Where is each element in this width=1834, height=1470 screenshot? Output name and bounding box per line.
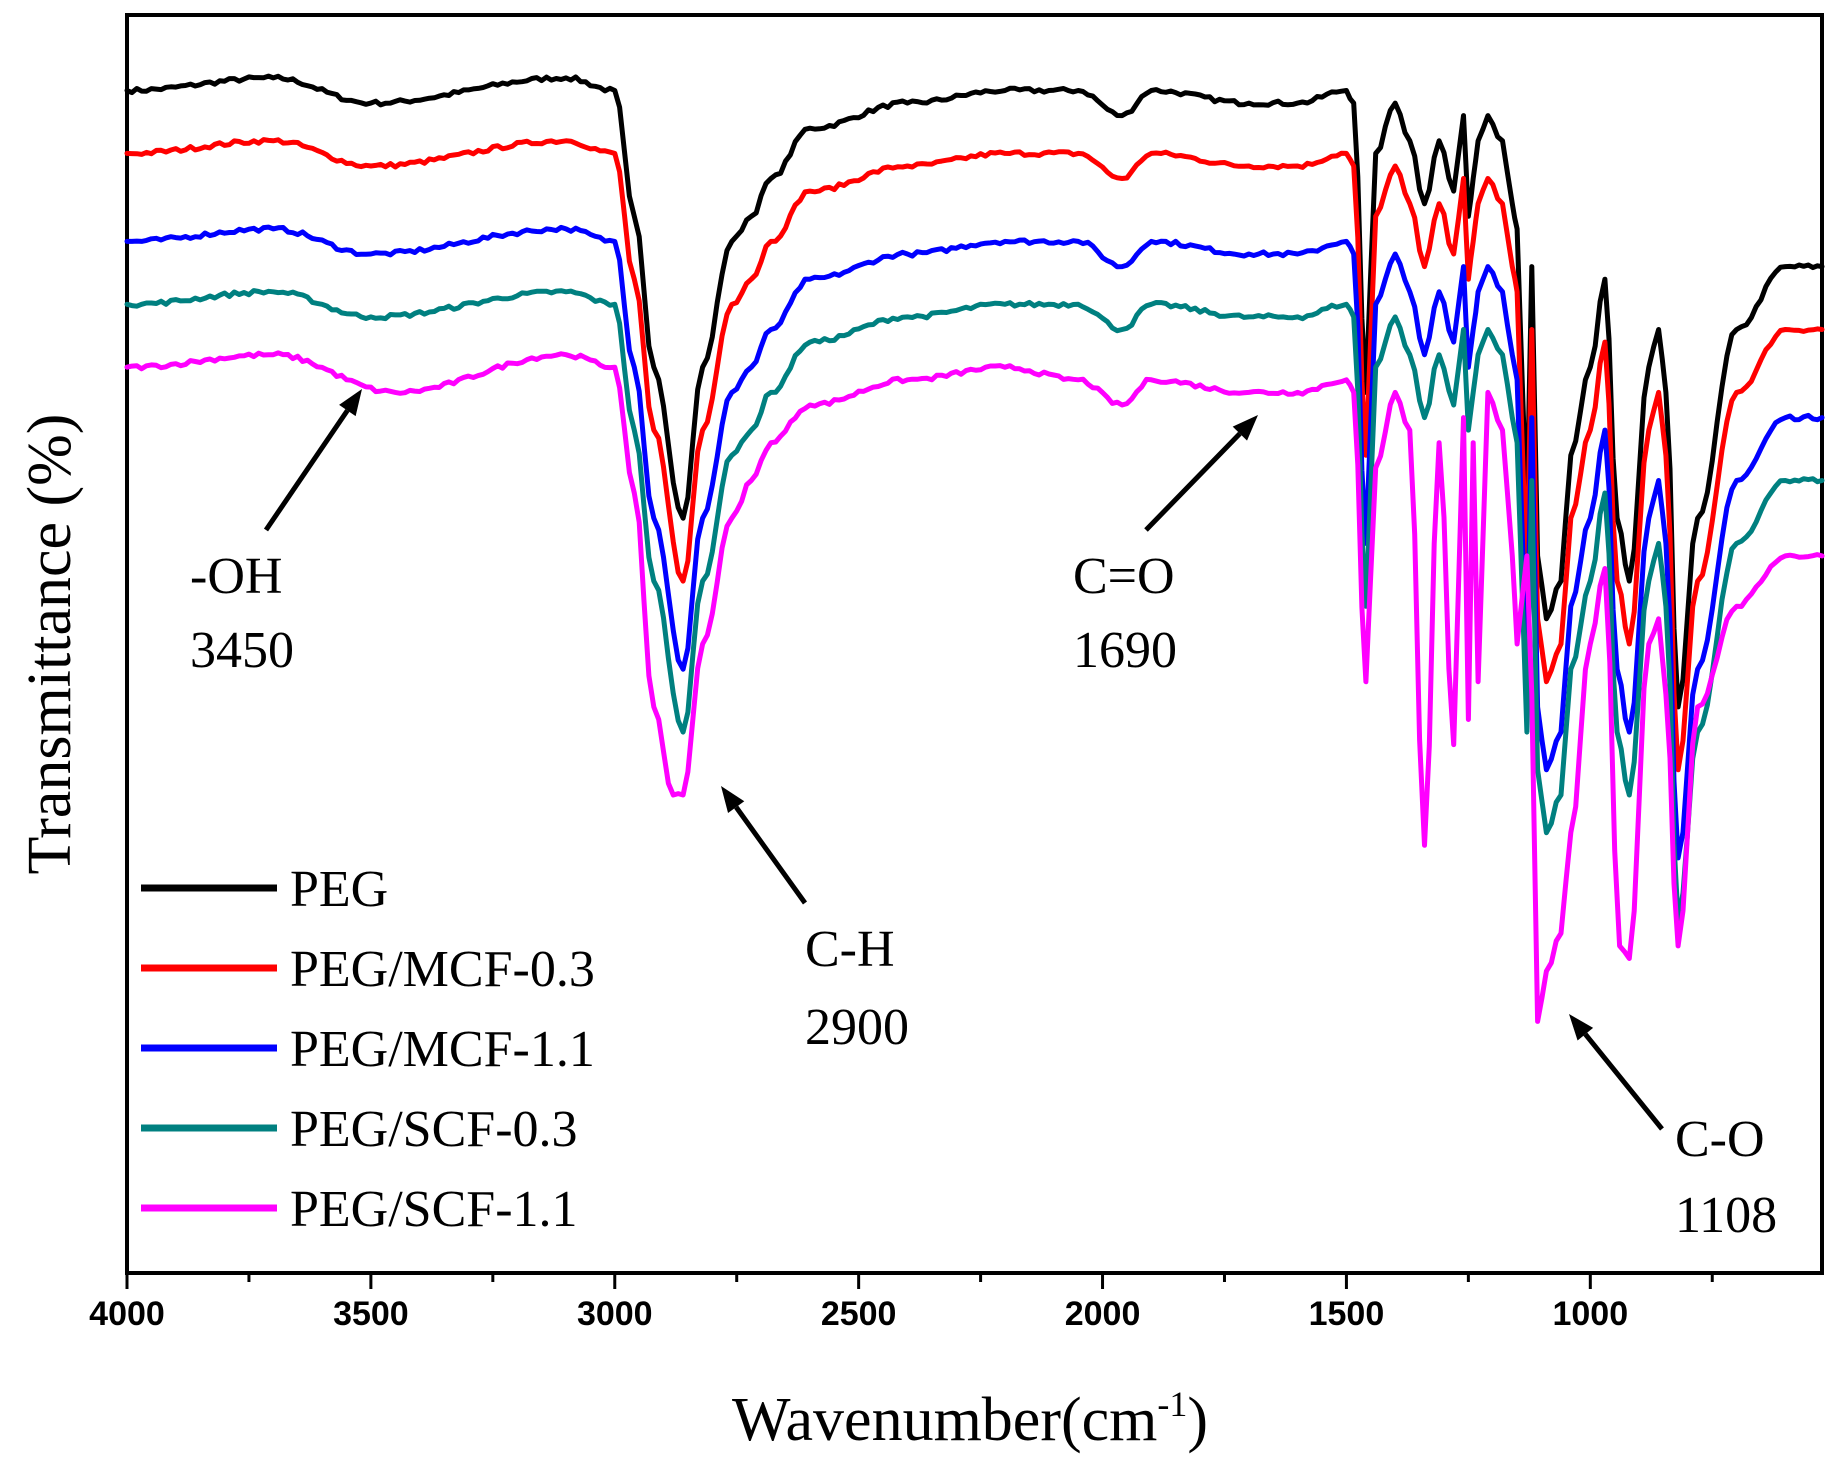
annotation-oh-value: 3450 (190, 622, 294, 679)
plot-frame (125, 13, 1824, 1275)
legend-item: PEG (141, 861, 388, 918)
arrow-co-double (1144, 415, 1258, 532)
annotation-co: C-O 1108 (1675, 1111, 1777, 1244)
arrow-oh (263, 389, 362, 532)
annotation-oh: -OH 3450 (190, 548, 294, 679)
series-line-peg-mcf-1-1 (124, 224, 1825, 861)
legend-label: PEG (290, 861, 388, 918)
x-axis-ticks (125, 1273, 1714, 1289)
x-tick-label: 1500 (1309, 1295, 1385, 1333)
x-tick-label: 4000 (89, 1295, 165, 1333)
series-layer (124, 73, 1825, 1024)
x-tick-label: 3500 (333, 1295, 409, 1333)
x-tick-label: 2500 (821, 1295, 897, 1333)
x-tick-label: 2000 (1065, 1295, 1141, 1333)
legend-item: PEG/SCF-0.3 (141, 1101, 578, 1158)
annotation-co-label: C-O (1675, 1111, 1765, 1168)
plot-area-frame (125, 13, 1824, 1275)
annotation-co-double: C=O 1690 (1073, 548, 1177, 679)
annotation-co-value: 1108 (1675, 1187, 1777, 1244)
x-tick-label: 1000 (1552, 1295, 1628, 1333)
legend-item: PEG/MCF-0.3 (141, 941, 595, 998)
series-line-peg-mcf-0-3 (124, 137, 1825, 773)
annotation-arrows (263, 389, 1664, 1131)
annotation-co-double-label: C=O (1073, 548, 1175, 605)
legend-label: PEG/SCF-1.1 (290, 1181, 578, 1238)
annotation-oh-label: -OH (190, 548, 282, 605)
x-axis-title: Wavenumber(cm-1) (732, 1384, 1208, 1454)
annotation-ch: C-H 2900 (805, 921, 909, 1056)
arrow-ch (721, 786, 808, 905)
y-axis-title: Transmittance (%) (16, 414, 84, 875)
legend-label: PEG/MCF-1.1 (290, 1021, 595, 1078)
legend-label: PEG/SCF-0.3 (290, 1101, 578, 1158)
series-line-peg-scf-0-3 (124, 288, 1825, 924)
series-line-peg (124, 73, 1825, 710)
legend: PEG PEG/MCF-0.3 PEG/MCF-1.1 PEG/SCF-0.3 PEG/… (141, 861, 595, 1238)
annotation-ch-value: 2900 (805, 999, 909, 1056)
arrow-co (1569, 1014, 1664, 1131)
annotation-co-double-value: 1690 (1073, 622, 1177, 679)
legend-label: PEG/MCF-0.3 (290, 941, 595, 998)
legend-item: PEG/SCF-1.1 (141, 1181, 578, 1238)
series-line-peg-scf-1-1 (124, 350, 1825, 1024)
x-axis-tick-labels: 4000 3500 3000 2500 2000 1500 1000 (89, 1295, 1628, 1333)
annotation-ch-label: C-H (805, 921, 895, 978)
legend-item: PEG/MCF-1.1 (141, 1021, 595, 1078)
x-tick-label: 3000 (577, 1295, 653, 1333)
